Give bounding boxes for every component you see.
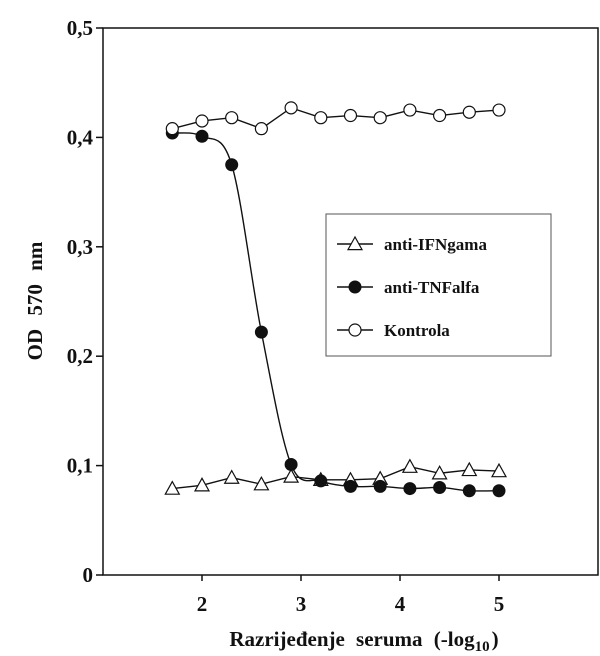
data-point xyxy=(431,465,448,480)
data-point xyxy=(195,114,209,128)
data-point xyxy=(403,103,417,117)
data-point xyxy=(373,479,387,493)
legend-entry: Kontrola xyxy=(337,321,450,340)
data-point xyxy=(193,477,211,492)
data-point xyxy=(461,461,478,477)
legend-marker xyxy=(346,235,364,251)
data-point xyxy=(492,103,506,117)
x-tick-label: 3 xyxy=(296,592,307,616)
data-point xyxy=(462,484,476,498)
data-point xyxy=(492,484,506,498)
data-point xyxy=(225,158,239,172)
legend-label: Kontrola xyxy=(384,321,450,340)
x-tick-label: 2 xyxy=(197,592,208,616)
legend-label: anti-TNFalfa xyxy=(384,278,480,297)
legend: anti-IFNgama anti-TNFalfa Kontrola xyxy=(325,213,552,357)
y-tick-label: 0 xyxy=(83,563,94,587)
data-point xyxy=(343,108,358,123)
legend-marker xyxy=(348,323,362,337)
y-tick-label: 0,5 xyxy=(67,16,93,40)
y-tick-label: 0,1 xyxy=(67,454,93,478)
series-Kontrola xyxy=(165,101,506,136)
data-point xyxy=(223,469,240,484)
x-axis-title-close: ) xyxy=(492,627,499,651)
series-line xyxy=(172,465,500,490)
legend-entry: anti-TNFalfa xyxy=(337,278,480,297)
data-point xyxy=(253,475,270,491)
data-point xyxy=(254,325,268,339)
legend-entry: anti-IFNgama xyxy=(337,235,487,254)
data-point xyxy=(344,479,357,493)
y-axis-title: OD 570 nm xyxy=(23,241,47,360)
legend-entries: anti-IFNgama anti-TNFalfa Kontrola xyxy=(337,235,487,340)
x-axis-title: Razrijeđenje seruma (-log10) xyxy=(229,627,498,655)
x-axis: 2 3 4 5 xyxy=(197,575,505,616)
data-point xyxy=(314,474,328,488)
data-point xyxy=(401,458,418,473)
data-point xyxy=(165,122,179,136)
data-point xyxy=(283,468,300,483)
data-point xyxy=(403,482,417,496)
data-point xyxy=(195,129,209,143)
legend-box xyxy=(325,213,552,357)
x-tick-label: 5 xyxy=(494,592,505,616)
data-point xyxy=(433,480,447,494)
y-axis: 0 0,1 0,2 0,3 0,4 0,5 xyxy=(67,16,103,587)
data-point xyxy=(225,111,239,125)
data-point xyxy=(164,480,181,495)
data-point xyxy=(462,105,476,119)
data-point xyxy=(284,101,298,115)
data-point xyxy=(373,111,387,125)
data-point xyxy=(284,458,298,472)
y-tick-label: 0,4 xyxy=(67,125,94,149)
legend-label: anti-IFNgama xyxy=(384,235,487,254)
x-axis-title-subscript: 10 xyxy=(475,639,490,655)
data-point xyxy=(433,108,447,123)
y-tick-label: 0,3 xyxy=(67,235,93,259)
plot-frame xyxy=(102,27,599,576)
legend-marker xyxy=(348,280,362,294)
series-line xyxy=(172,107,500,130)
data-point xyxy=(254,122,268,136)
y-tick-label: 0,2 xyxy=(67,344,93,368)
series-layer xyxy=(164,101,508,498)
data-point xyxy=(314,111,328,125)
data-point xyxy=(490,462,508,478)
x-tick-label: 4 xyxy=(395,592,406,616)
x-axis-title-main: Razrijeđenje seruma (-log xyxy=(229,627,475,651)
